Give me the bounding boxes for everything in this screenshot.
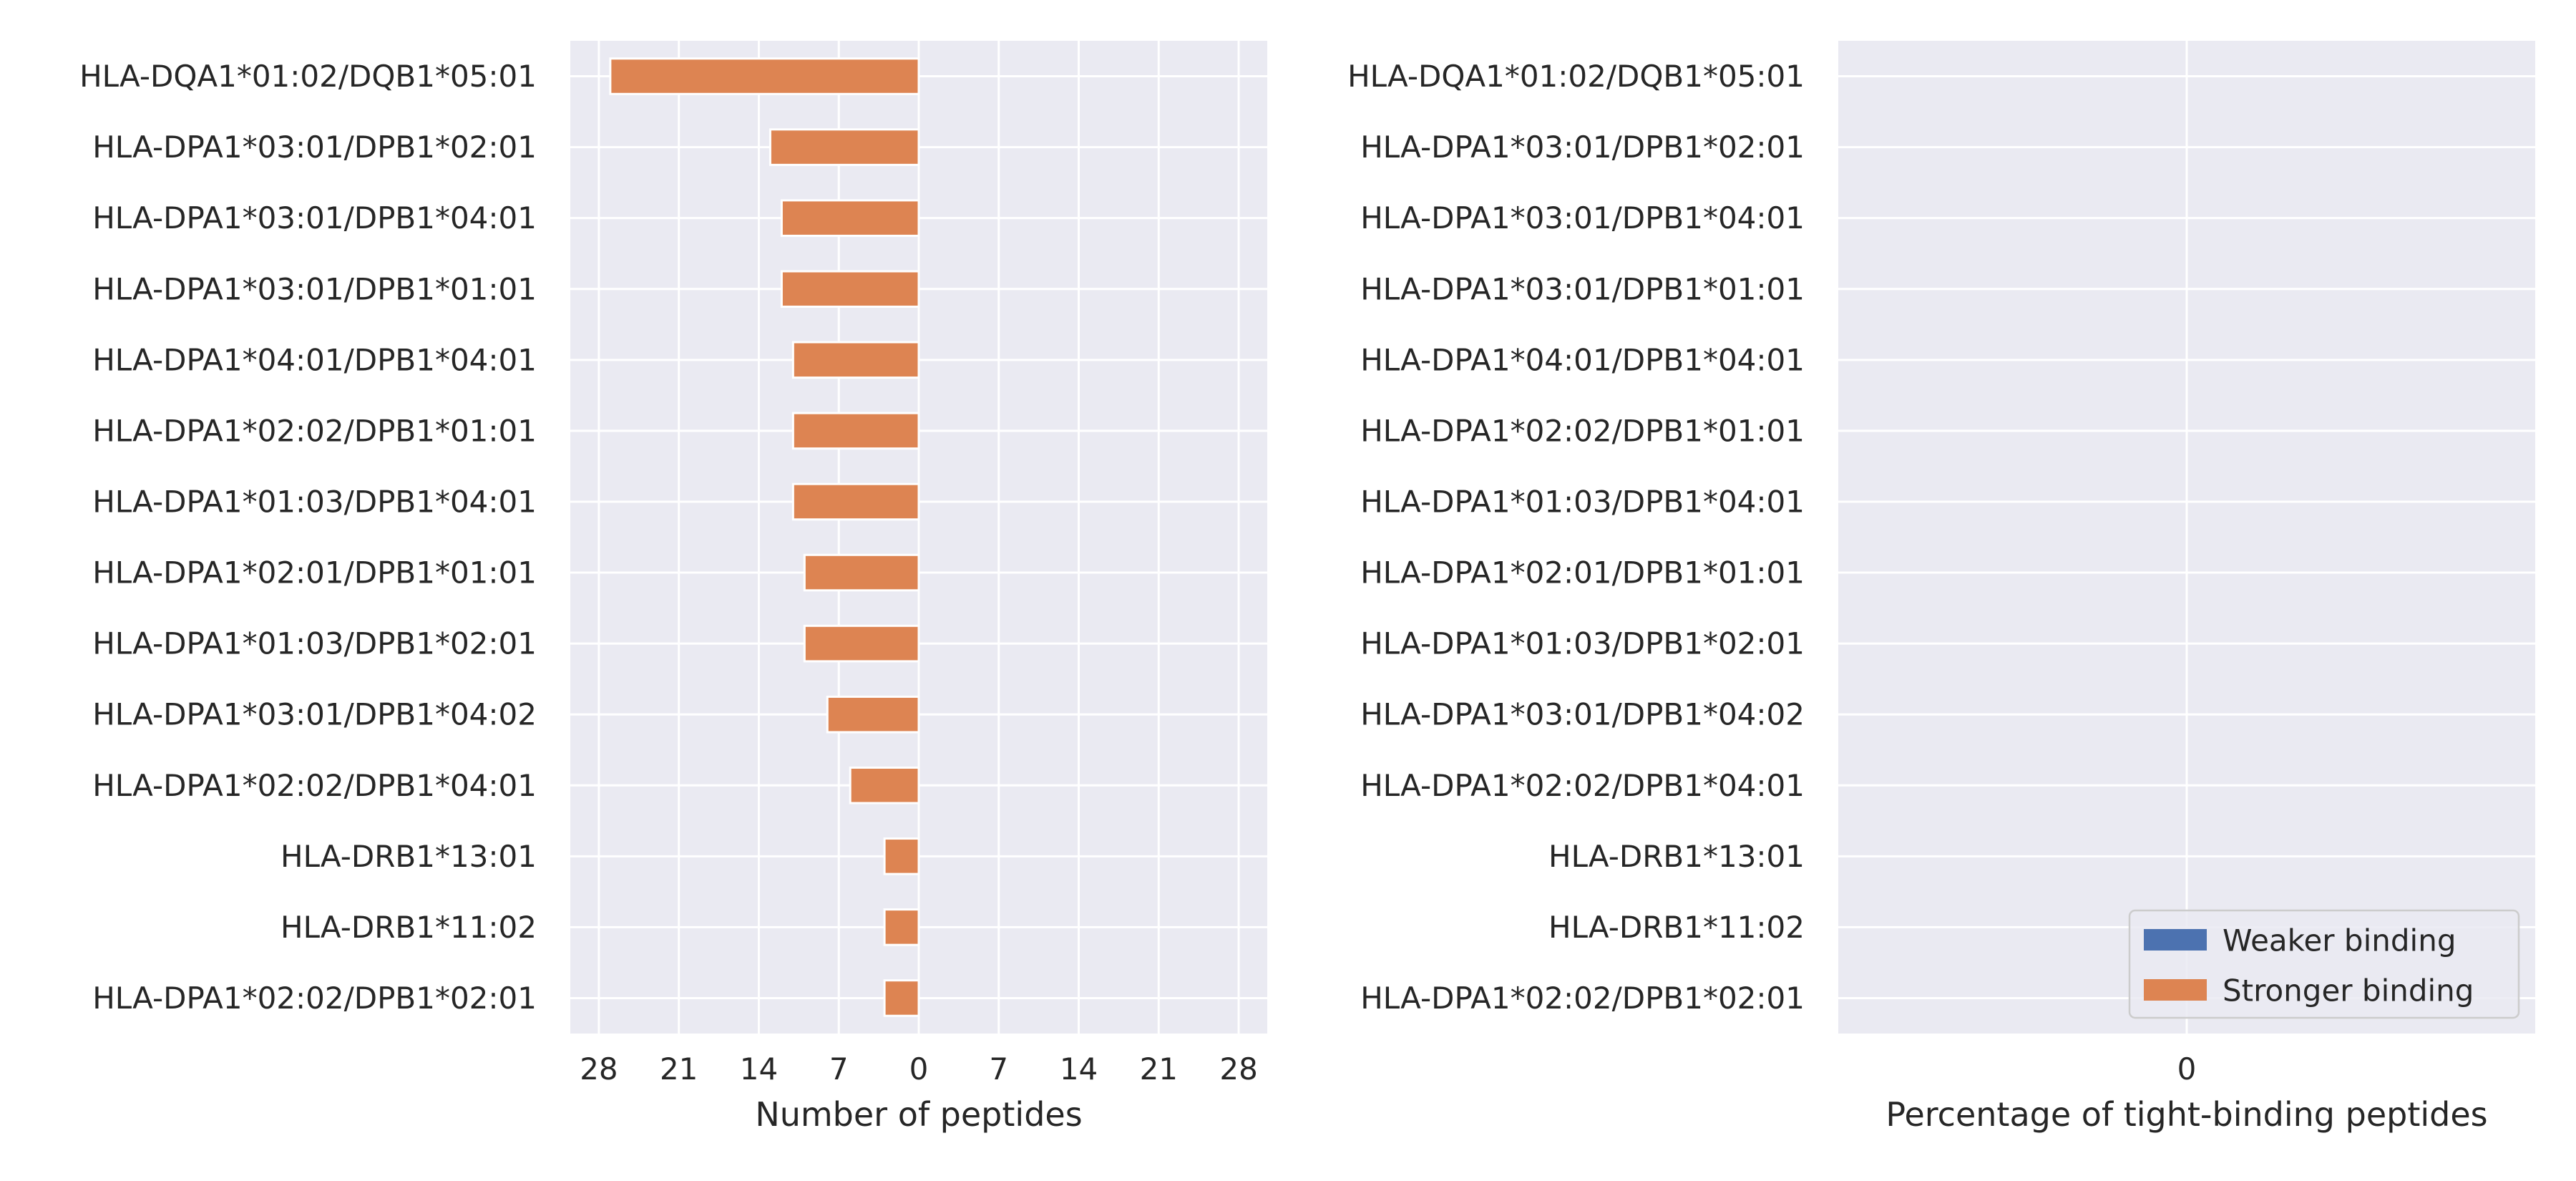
bar-stronger-binding: [883, 837, 920, 875]
y-tick-label: HLA-DPA1*01:03/DPB1*02:01: [1360, 626, 1805, 661]
y-tick-label: HLA-DQA1*01:02/DQB1*05:01: [79, 59, 537, 94]
bar-stronger-binding: [803, 553, 920, 592]
y-tick-label: HLA-DPA1*02:01/DPB1*01:01: [92, 555, 537, 590]
x-tick-label: 14: [1060, 1051, 1098, 1087]
bar-stronger-binding: [791, 412, 920, 450]
legend-swatch-weaker: [2144, 929, 2207, 951]
y-tick-label: HLA-DRB1*13:01: [1548, 839, 1805, 874]
x-tick-label: 28: [1219, 1051, 1257, 1087]
bar-stronger-binding: [609, 57, 920, 95]
y-tick-label: HLA-DPA1*01:03/DPB1*02:01: [92, 626, 537, 661]
bar-stronger-binding: [803, 624, 920, 663]
y-tick-label: HLA-DPA1*03:01/DPB1*01:01: [92, 271, 537, 306]
left-panel-number-of-peptides: HLA-DQA1*01:02/DQB1*05:01 HLA-DPA1*03:01/…: [79, 41, 1267, 1134]
x-axis-label: Percentage of tight-binding peptides: [1885, 1095, 2487, 1134]
y-tick-label: HLA-DPA1*01:03/DPB1*04:01: [92, 484, 537, 519]
y-tick-label: HLA-DPA1*03:01/DPB1*02:01: [92, 130, 537, 165]
legend-label: Stronger binding: [2223, 973, 2474, 1009]
legend-label: Weaker binding: [2223, 923, 2456, 958]
y-tick-label: HLA-DPA1*03:01/DPB1*04:01: [1360, 200, 1805, 235]
y-tick-label: HLA-DPA1*03:01/DPB1*04:02: [92, 697, 537, 732]
x-tick-label: 21: [1140, 1051, 1178, 1087]
x-tick-label: 21: [660, 1051, 698, 1087]
x-tick-label: 7: [989, 1051, 1008, 1087]
bar-stronger-binding: [769, 128, 920, 166]
y-tick-label: HLA-DPA1*03:01/DPB1*01:01: [1360, 271, 1805, 306]
y-tick-label: HLA-DPA1*04:01/DPB1*04:01: [92, 342, 537, 377]
x-tick-label: 28: [580, 1051, 618, 1087]
y-tick-label: HLA-DPA1*03:01/DPB1*02:01: [1360, 130, 1805, 165]
y-tick-label: HLA-DPA1*02:02/DPB1*02:01: [92, 981, 537, 1016]
bar-stronger-binding: [849, 766, 920, 805]
bar-stronger-binding: [791, 341, 920, 379]
x-tick-label: 14: [740, 1051, 778, 1087]
bar-stronger-binding: [883, 908, 920, 946]
right-panel-percentage-tight-binding: HLA-DQA1*01:02/DQB1*05:01 HLA-DPA1*03:01/…: [1347, 41, 2535, 1134]
x-tick-label: 0: [2177, 1051, 2197, 1087]
y-tick-label: HLA-DRB1*11:02: [1548, 910, 1805, 945]
y-tick-label: HLA-DPA1*02:02/DPB1*04:01: [1360, 768, 1805, 803]
y-tick-label: HLA-DPA1*02:02/DPB1*01:01: [1360, 413, 1805, 448]
y-tick-label: HLA-DRB1*13:01: [280, 839, 537, 874]
y-tick-label: HLA-DPA1*02:01/DPB1*01:01: [1360, 555, 1805, 590]
y-tick-label: HLA-DPA1*03:01/DPB1*04:02: [1360, 697, 1805, 732]
y-tick-label: HLA-DPA1*02:02/DPB1*01:01: [92, 413, 537, 448]
x-tick-label: 0: [909, 1051, 929, 1087]
bar-stronger-binding: [883, 979, 920, 1017]
bar-stronger-binding: [780, 199, 920, 237]
y-tick-label: HLA-DPA1*03:01/DPB1*04:01: [92, 200, 537, 235]
bar-stronger-binding: [780, 270, 920, 308]
bar-stronger-binding: [791, 482, 920, 521]
y-tick-label: HLA-DPA1*02:02/DPB1*04:01: [92, 768, 537, 803]
y-tick-label: HLA-DQA1*01:02/DQB1*05:01: [1347, 59, 1805, 94]
legend-box: [2128, 909, 2520, 1019]
x-tick-label: 7: [829, 1051, 849, 1087]
legend-swatch-stronger: [2144, 979, 2207, 1001]
bar-stronger-binding: [826, 695, 920, 734]
y-tick-label: HLA-DPA1*04:01/DPB1*04:01: [1360, 342, 1805, 377]
y-tick-label: HLA-DRB1*11:02: [280, 910, 537, 945]
y-tick-label: HLA-DPA1*01:03/DPB1*04:01: [1360, 484, 1805, 519]
x-axis-label: Number of peptides: [755, 1095, 1082, 1134]
y-tick-label: HLA-DPA1*02:02/DPB1*02:01: [1360, 981, 1805, 1016]
legend: Weaker binding Stronger binding: [2128, 909, 2520, 1019]
